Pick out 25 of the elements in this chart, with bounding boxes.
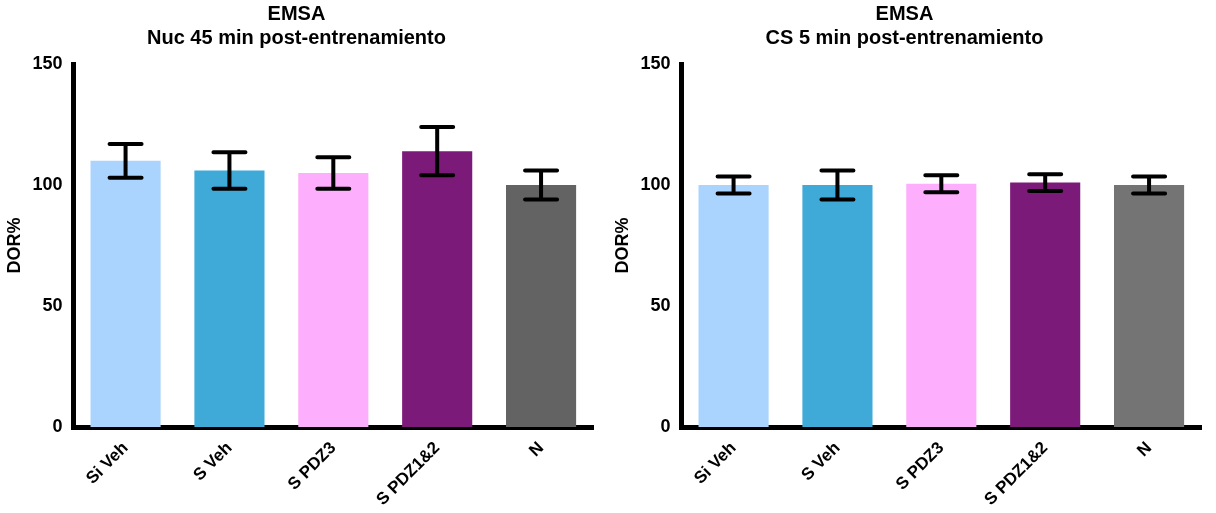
x-tick-label: N bbox=[525, 438, 548, 461]
chart-title: EMSA bbox=[267, 1, 326, 24]
y-tick-label: 50 bbox=[42, 295, 63, 316]
y-tick-label: 0 bbox=[52, 416, 63, 437]
y-tick-label: 150 bbox=[640, 52, 671, 73]
y-tick-label: 150 bbox=[32, 52, 63, 73]
y-tick-label: 100 bbox=[32, 174, 63, 195]
bar bbox=[402, 151, 473, 428]
x-tick-label: S Veh bbox=[797, 438, 844, 485]
x-tick-label: Si Veh bbox=[82, 438, 132, 488]
bar bbox=[194, 170, 265, 428]
chart-subtitle: CS 5 min post-entrenamiento bbox=[765, 25, 1044, 48]
x-tick-label: S Veh bbox=[189, 438, 236, 485]
y-axis-title: DOR% bbox=[3, 217, 24, 274]
chart-subtitle: Nuc 45 min post-entrenamiento bbox=[147, 25, 446, 48]
chart-title: EMSA bbox=[875, 1, 934, 24]
x-tick-label: N bbox=[1133, 438, 1156, 461]
bar bbox=[298, 172, 369, 428]
y-tick-label: 100 bbox=[640, 174, 671, 195]
bar bbox=[90, 160, 161, 428]
y-axis-title: DOR% bbox=[611, 217, 632, 274]
bar bbox=[506, 185, 577, 428]
y-tick-label: 0 bbox=[660, 416, 671, 437]
y-tick-label: 50 bbox=[650, 295, 671, 316]
x-tick-label: Si Veh bbox=[690, 438, 740, 488]
